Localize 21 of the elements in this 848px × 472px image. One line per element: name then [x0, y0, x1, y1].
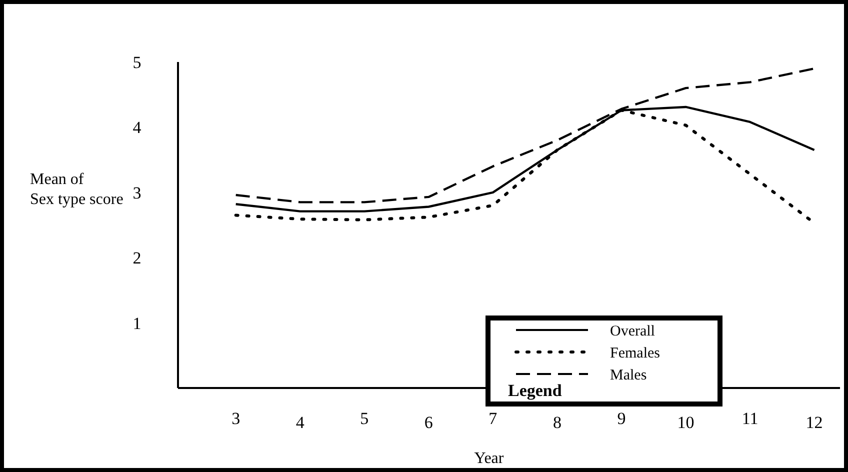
- legend-label: Overall: [610, 323, 655, 340]
- x-tick-label: 12: [806, 413, 823, 432]
- y-tick-label: 2: [132, 248, 142, 268]
- x-tick-label: 6: [424, 413, 433, 432]
- y-axis-title: Mean of Sex type score: [30, 171, 124, 208]
- x-tick-label: 9: [617, 409, 626, 428]
- x-tick-label: 4: [296, 413, 305, 432]
- x-tick-label: 8: [552, 413, 562, 432]
- y-tick-label: 4: [132, 118, 142, 138]
- x-axis-title: Year: [474, 450, 504, 467]
- y-tick-label: 1: [132, 314, 142, 333]
- x-tick-label: 11: [742, 409, 758, 428]
- legend-label: Females: [610, 345, 660, 362]
- y-tick-label: 5: [132, 52, 142, 72]
- x-tick-label: 10: [677, 413, 694, 432]
- y-tick-label: 3: [132, 183, 142, 202]
- x-tick-label: 7: [488, 409, 498, 428]
- x-tick-label: 5: [360, 409, 369, 428]
- legend-title: Legend: [508, 381, 562, 400]
- legend-label: Males: [610, 367, 647, 384]
- x-tick-label: 3: [232, 409, 240, 428]
